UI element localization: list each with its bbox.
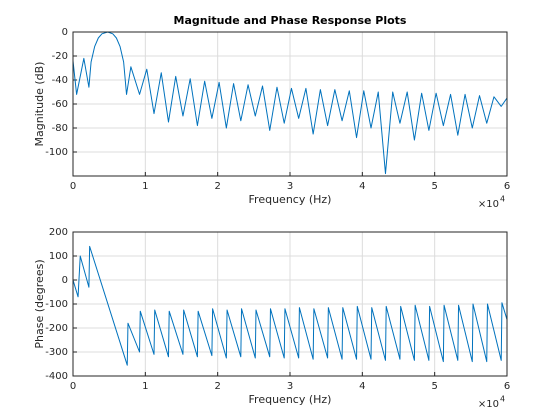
y-tick-label: -100 [45, 147, 68, 158]
data-line [73, 245, 507, 366]
y-axis-label: Magnitude (dB) [33, 62, 46, 147]
y-axis-label: Phase (degrees) [33, 259, 46, 348]
x-tick-label: 0 [70, 181, 76, 192]
y-tick-label: -60 [52, 99, 68, 110]
y-tick-label: 200 [49, 227, 68, 238]
y-tick-label: -20 [52, 51, 68, 62]
x-tick-label: 2 [214, 381, 220, 392]
x-tick-label: 3 [287, 381, 293, 392]
x-tick-label: 5 [431, 181, 437, 192]
x-tick-label: 1 [142, 381, 148, 392]
x-exponent-base: ×10 [478, 399, 499, 410]
y-tick-label: -80 [52, 123, 68, 134]
y-tick-label: 0 [62, 27, 68, 38]
x-tick-label: 4 [359, 381, 365, 392]
x-tick-label: 2 [214, 181, 220, 192]
y-tick-label: -200 [45, 323, 68, 334]
x-axis-label: Frequency (Hz) [249, 193, 332, 206]
x-tick-label: 3 [287, 181, 293, 192]
y-tick-label: -300 [45, 347, 68, 358]
y-tick-label: 0 [62, 275, 68, 286]
data-line [73, 31, 507, 175]
chart-title: Magnitude and Phase Response Plots [174, 14, 407, 27]
x-axis-label: Frequency (Hz) [249, 393, 332, 406]
x-exponent-power: 4 [500, 395, 505, 404]
x-exponent-power: 4 [500, 195, 505, 204]
x-tick-label: 6 [504, 381, 510, 392]
x-tick-label: 0 [70, 381, 76, 392]
y-tick-label: 100 [49, 251, 68, 262]
axes-box [72, 231, 508, 377]
y-tick-label: -400 [45, 371, 68, 382]
x-tick-label: 5 [431, 381, 437, 392]
x-tick-label: 4 [359, 181, 365, 192]
axes-box [72, 31, 508, 177]
x-exponent-base: ×10 [478, 199, 499, 210]
y-tick-label: -40 [52, 75, 68, 86]
x-tick-label: 1 [142, 181, 148, 192]
x-tick-label: 6 [504, 181, 510, 192]
y-tick-label: -100 [45, 299, 68, 310]
